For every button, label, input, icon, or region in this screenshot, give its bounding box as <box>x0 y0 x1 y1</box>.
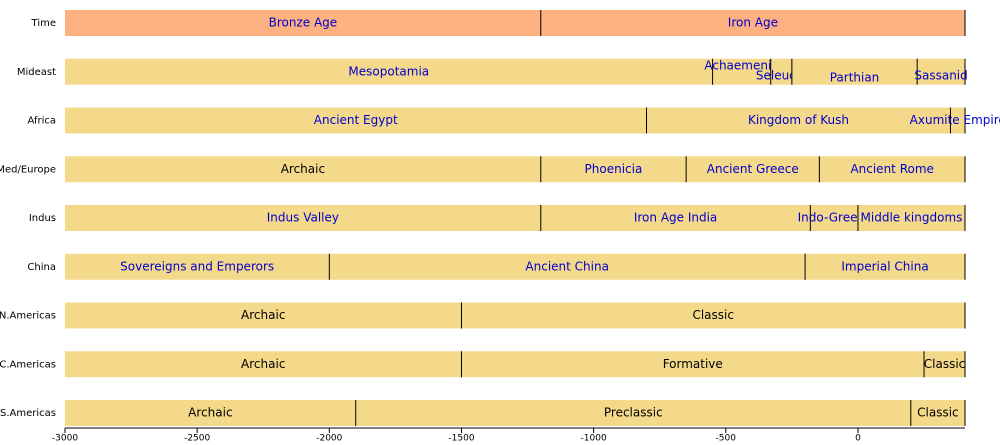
period-bar <box>461 351 925 378</box>
x-tick-label: -2000 <box>316 434 342 444</box>
period-bar <box>65 58 713 85</box>
period-bar <box>950 107 965 134</box>
period-label: Classic <box>924 357 966 371</box>
row-label: S.Americas <box>0 408 56 419</box>
period-label: Archaic <box>241 308 285 322</box>
row-label: Med/Europe <box>0 164 56 175</box>
period-bar <box>65 351 462 378</box>
x-tick-label: -3000 <box>52 434 78 444</box>
period-bar <box>65 10 541 36</box>
period-label: Formative <box>663 357 723 371</box>
period-label: Ancient China <box>525 259 609 273</box>
period-label: Bronze Age <box>269 16 338 30</box>
row-label: Africa <box>27 116 56 127</box>
period-label: Ancient Greece <box>707 162 799 176</box>
period-label: Ancient Rome <box>850 162 933 176</box>
period-label: Indo-Greeks <box>798 211 871 225</box>
period-bar <box>329 253 806 280</box>
row-label: N.Americas <box>0 311 56 322</box>
period-label: Iron Age <box>728 16 778 30</box>
period-label: Iron Age India <box>634 211 717 225</box>
period-bar <box>819 156 965 183</box>
period-label: Kingdom of Kush <box>748 113 849 127</box>
period-bar <box>65 156 541 183</box>
row-label: Mideast <box>17 67 56 78</box>
period-bar <box>770 58 792 85</box>
period-label: Preclassic <box>604 406 663 420</box>
x-tick-label: -2500 <box>184 434 210 444</box>
period-bar <box>686 156 820 183</box>
period-bar <box>65 400 356 426</box>
period-label: Ancient Egypt <box>314 113 398 127</box>
period-bar <box>646 107 951 134</box>
period-label: Archaic <box>281 162 325 176</box>
period-bar <box>910 400 965 426</box>
period-bar <box>805 253 965 280</box>
period-label: Phoenicia <box>585 162 643 176</box>
period-bar <box>65 205 541 231</box>
period-bar <box>461 302 965 329</box>
period-bar <box>65 253 330 280</box>
period-label: Sovereigns and Emperors <box>120 259 274 273</box>
period-label: Achaemenid <box>704 58 779 72</box>
period-label: Imperial China <box>841 259 928 273</box>
period-bar <box>917 58 965 85</box>
period-label: Archaic <box>241 357 285 371</box>
period-bar <box>65 302 462 329</box>
row-label: Time <box>31 18 56 29</box>
period-bar <box>924 351 965 378</box>
row-label: C.Americas <box>0 359 56 370</box>
x-tick-label: -1000 <box>581 434 607 444</box>
period-bar <box>65 107 647 134</box>
period-bar <box>540 205 811 231</box>
x-tick-label: -500 <box>716 434 737 444</box>
period-label: Classic <box>917 406 959 420</box>
x-tick-label: 0 <box>855 434 861 444</box>
period-bar <box>540 10 965 36</box>
period-label: Archaic <box>188 406 232 420</box>
period-bar <box>712 58 771 85</box>
period-bar <box>810 205 858 231</box>
row-label: China <box>27 262 56 273</box>
period-label: Classic <box>692 308 734 322</box>
row-label: Indus <box>29 213 56 224</box>
period-label: Indus Valley <box>267 211 339 225</box>
x-tick-label: -1500 <box>448 434 474 444</box>
period-label: Mesopotamia <box>348 64 429 78</box>
period-label: Sassanid <box>914 68 967 82</box>
period-label: Axumite Empire <box>910 113 1000 127</box>
period-bar <box>540 156 687 183</box>
period-bar <box>791 58 918 85</box>
period-bar <box>355 400 911 426</box>
period-label: Parthian <box>830 70 880 84</box>
period-bar <box>857 205 965 231</box>
period-label: Middle kingdoms <box>861 211 963 225</box>
